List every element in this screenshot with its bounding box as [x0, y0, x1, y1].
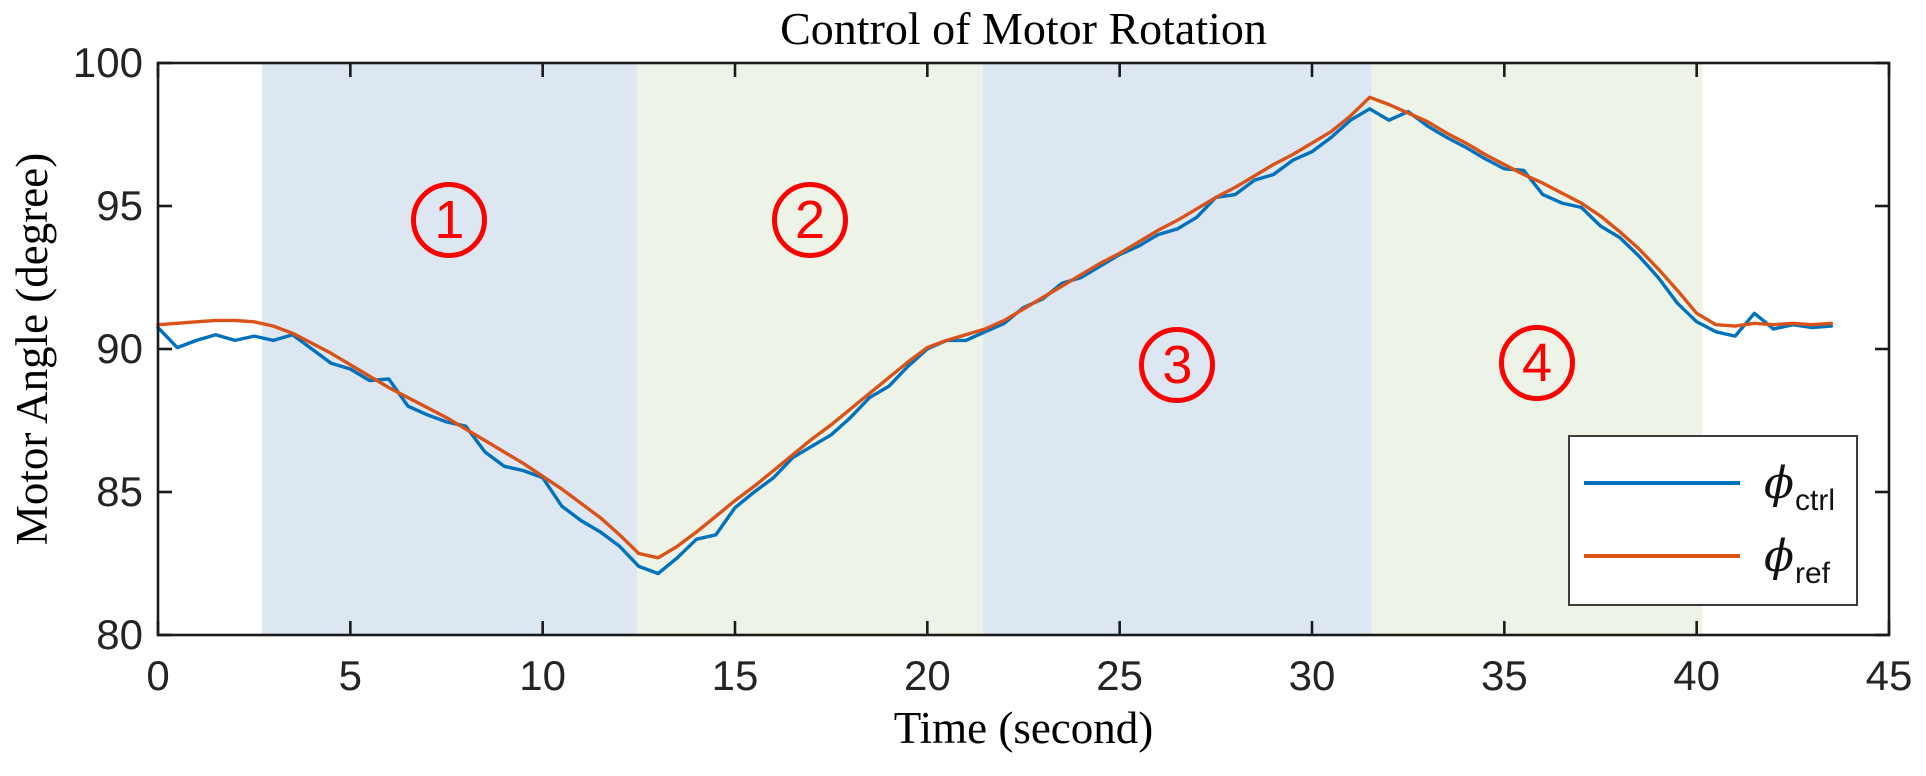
x-tick-label: 0 [146, 652, 170, 699]
y-tick-label: 80 [96, 611, 143, 658]
y-tick-label: 95 [96, 182, 143, 229]
region-band-1 [261, 63, 637, 635]
x-tick-label: 35 [1480, 652, 1528, 699]
y-tick-label: 85 [96, 468, 143, 515]
legend-item-ctrl: ϕctrl [1570, 457, 1856, 517]
x-tick-label: 20 [903, 652, 951, 699]
legend-label-ref: ϕref [1764, 530, 1830, 590]
x-tick-label: 40 [1673, 652, 1721, 699]
x-tick-label: 10 [519, 652, 567, 699]
x-tick-label: 15 [711, 652, 759, 699]
series-line-ref [156, 95, 1834, 560]
phi-subscript: ref [1795, 556, 1831, 590]
legend-label-ctrl: ϕctrl [1764, 457, 1835, 517]
phi-subscript: ctrl [1795, 483, 1835, 517]
x-tick-label: 45 [1865, 652, 1913, 699]
chart-title: Control of Motor Rotation [780, 3, 1267, 54]
legend-box: ϕctrl ϕref [1568, 435, 1858, 606]
y-tick-label: 100 [72, 39, 143, 86]
x-axis-label: Time (second) [893, 703, 1154, 753]
phi-symbol: ϕ [1764, 530, 1794, 582]
region-number-badge-4: 4 [1499, 325, 1576, 401]
series-line-ctrl [156, 107, 1834, 576]
region-number-badge-2: 2 [772, 182, 848, 258]
phi-symbol: ϕ [1764, 457, 1794, 509]
x-tick-label: 25 [1096, 652, 1144, 699]
legend-item-ref: ϕref [1570, 530, 1856, 590]
y-tick-label: 90 [96, 325, 143, 372]
legend-line-swatch-ctrl [1584, 481, 1740, 485]
region-number-badge-3: 3 [1139, 327, 1216, 403]
legend-line-swatch-ref [1584, 554, 1740, 558]
x-tick-label: 5 [338, 652, 362, 699]
region-number-badge-1: 1 [411, 182, 488, 258]
x-tick-label: 30 [1288, 652, 1336, 699]
